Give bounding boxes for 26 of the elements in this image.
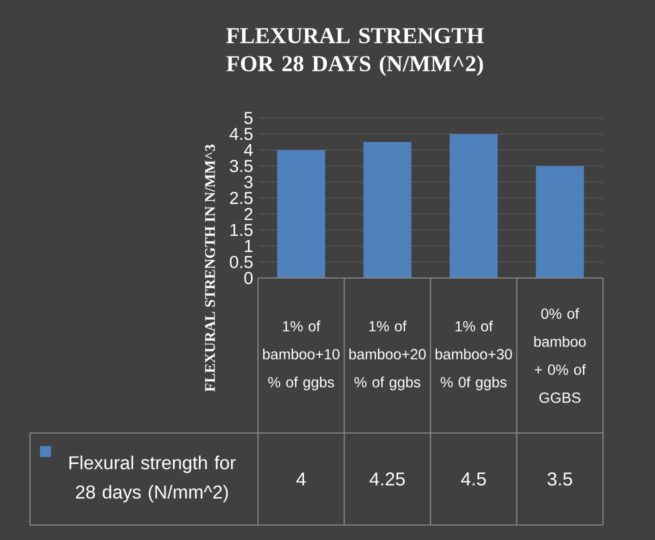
text: Flexural strength for 28 days (N/mm^2) [70, 456, 236, 502]
y-tick-label: 0 [244, 272, 253, 284]
x-tick-label: 1% of bamboo+10 % of ggbs [263, 320, 340, 390]
data-label: 3.5 [548, 472, 572, 486]
bar [363, 142, 412, 278]
y-tick-label: 3 [244, 176, 253, 188]
y-tick-label: 4.5 [230, 128, 253, 140]
data-label: 4.5 [461, 472, 486, 486]
y-tick-label: 4 [244, 144, 253, 156]
bar [536, 166, 584, 278]
bar [277, 150, 326, 278]
y-tick-label: 1 [244, 240, 252, 252]
y-tick-label: 5 [244, 112, 253, 124]
x-tick-label: 1% of bamboo+20 % of ggbs [349, 320, 426, 390]
x-tick-label: 1% of bamboo+30 % 0f ggbs [436, 320, 512, 390]
y-tick-label: 3.5 [230, 160, 253, 172]
bar [450, 134, 498, 278]
data-label: 4 [296, 472, 306, 486]
y-tick-label: 0.5 [230, 256, 253, 268]
y-axis-title: FLEXURAL STRENGTH IN N/MM^3 [205, 144, 215, 392]
chart-title: FLEXURAL STRENGTH FOR 28 DAYS (N/MM^2) [226, 28, 484, 76]
y-tick-label: 1.5 [230, 224, 253, 236]
data-label: 4.25 [370, 472, 405, 486]
category-label: 0% of bamboo + 0% of GGBS [534, 308, 586, 403]
y-tick-label: 2 [244, 208, 252, 220]
y-tick-label: 2.5 [230, 192, 253, 204]
